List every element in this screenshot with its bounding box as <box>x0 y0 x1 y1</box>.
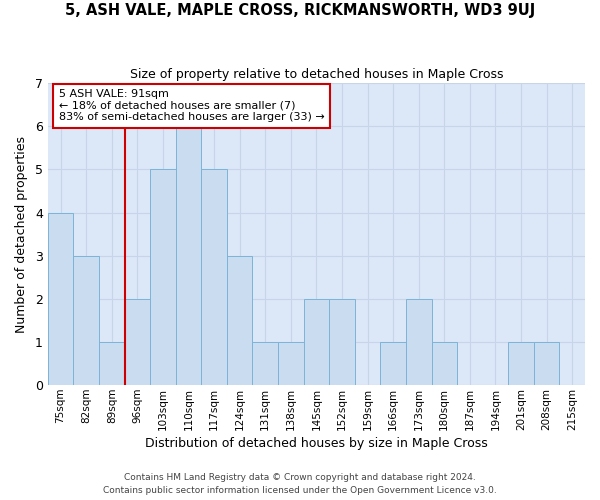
Bar <box>431 342 457 385</box>
Bar <box>253 342 278 385</box>
Bar <box>508 342 534 385</box>
Bar <box>534 342 559 385</box>
Bar <box>406 299 431 385</box>
Bar <box>329 299 355 385</box>
Title: Size of property relative to detached houses in Maple Cross: Size of property relative to detached ho… <box>130 68 503 80</box>
Bar <box>227 256 253 385</box>
Y-axis label: Number of detached properties: Number of detached properties <box>15 136 28 332</box>
Bar <box>278 342 304 385</box>
Bar <box>176 126 201 385</box>
X-axis label: Distribution of detached houses by size in Maple Cross: Distribution of detached houses by size … <box>145 437 488 450</box>
Text: 5, ASH VALE, MAPLE CROSS, RICKMANSWORTH, WD3 9UJ: 5, ASH VALE, MAPLE CROSS, RICKMANSWORTH,… <box>65 2 535 18</box>
Text: 5 ASH VALE: 91sqm
← 18% of detached houses are smaller (7)
83% of semi-detached : 5 ASH VALE: 91sqm ← 18% of detached hous… <box>59 89 324 122</box>
Bar <box>150 170 176 385</box>
Bar <box>304 299 329 385</box>
Bar <box>73 256 99 385</box>
Bar <box>201 170 227 385</box>
Bar <box>99 342 125 385</box>
Bar <box>380 342 406 385</box>
Text: Contains HM Land Registry data © Crown copyright and database right 2024.
Contai: Contains HM Land Registry data © Crown c… <box>103 474 497 495</box>
Bar <box>125 299 150 385</box>
Bar <box>48 212 73 385</box>
